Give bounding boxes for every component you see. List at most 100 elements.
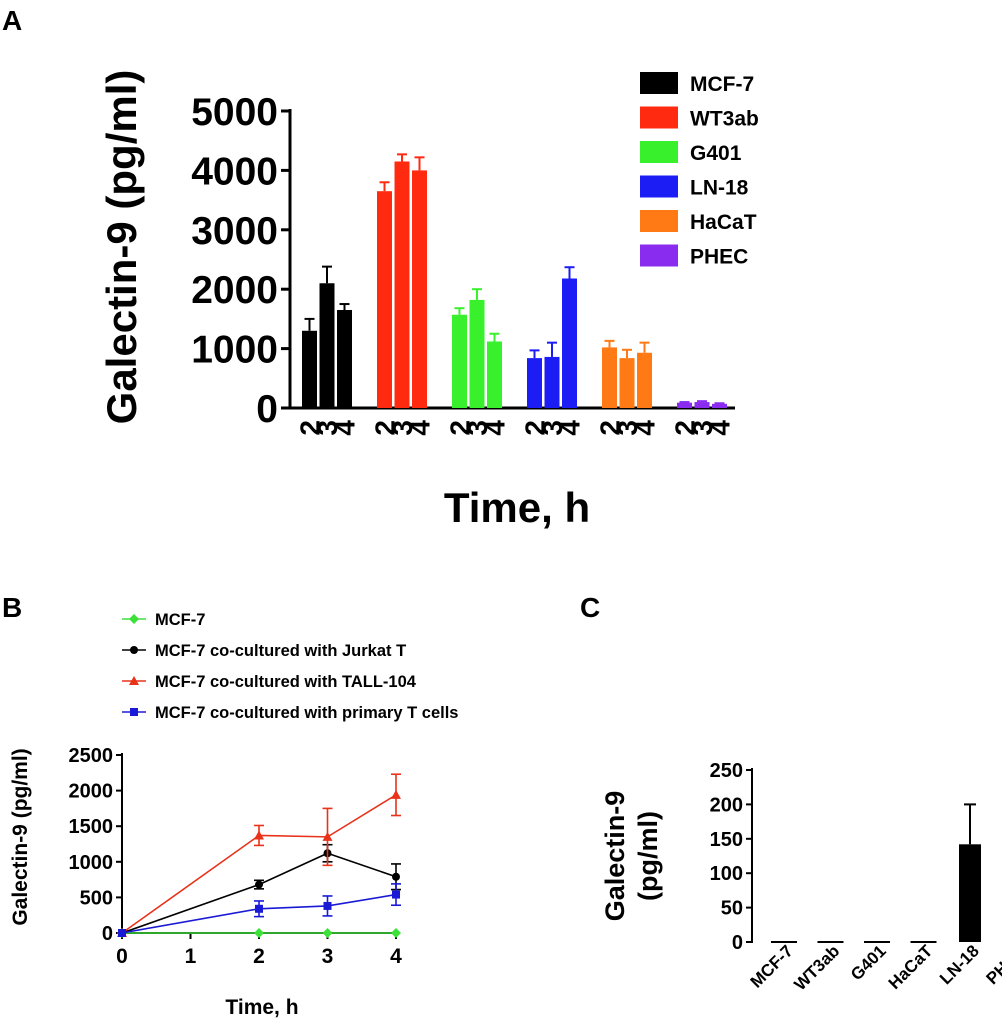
bar-mcf-7-2	[302, 330, 317, 408]
legend-swatch-phec	[640, 244, 678, 267]
y-tick-label-1000: 1000	[69, 852, 114, 874]
y-axis-title-line-2: (pg/ml)	[633, 811, 663, 901]
bar-ln-18-3	[544, 356, 560, 408]
bar-wt3ab-3	[394, 161, 410, 408]
point-mcf-7-4	[391, 928, 401, 938]
x-tick-label-phec-4: 4	[705, 420, 736, 436]
x-tick-label-ln-18-2: 2	[520, 420, 551, 436]
x-axis-title: Time, h	[225, 996, 298, 1019]
legend-label-mcf-7-co-cultured-with-primary-t-cells: MCF-7 co-cultured with primary T cells	[155, 704, 458, 722]
x-tick-label-hacat: HaCaT	[885, 941, 937, 993]
point-mcf-7-co-cultured-with-tall-104-3	[322, 831, 333, 841]
bar-phec-2	[677, 402, 692, 408]
x-tick-label-ln-18-3: 3	[537, 420, 568, 436]
bar-ln-18	[959, 844, 981, 942]
legend-label-wt3ab: WT3ab	[690, 108, 759, 131]
y-tick-label-2000: 2000	[69, 781, 114, 803]
panel-label-b: B	[2, 592, 22, 623]
legend-swatch-ln-18	[640, 175, 678, 198]
series-line-mcf-7-co-cultured-with-jurkat-t	[121, 852, 397, 934]
point-mcf-7-co-cultured-with-primary-t-cells-3	[323, 901, 332, 910]
y-tick-label-50: 50	[721, 898, 743, 920]
bar-ln-18-2	[527, 358, 542, 408]
legend-label-mcf-7-co-cultured-with-tall-104: MCF-7 co-cultured with TALL-104	[155, 673, 417, 691]
x-tick-label-phec-2: 2	[670, 420, 701, 436]
y-tick-label-3000: 3000	[191, 210, 278, 253]
y-tick-label-0: 0	[256, 388, 278, 431]
chart-a: 0 1000 2000 3000 4000 5000 Galectin-9 (pg/ml) T…	[98, 70, 759, 531]
bar-wt3ab-4	[412, 170, 427, 408]
bar-mcf-7-3	[319, 283, 335, 408]
point-mcf-7-co-cultured-with-primary-t-cells-2	[255, 904, 263, 913]
bar-hacat-4	[637, 352, 652, 408]
x-tick-label-4: 4	[390, 945, 402, 968]
legend-marker-mcf-7-co-cultured-with-jurkat-t	[130, 646, 138, 654]
y-tick-label-5000: 5000	[191, 91, 278, 134]
point-mcf-7-co-cultured-with-primary-t-cells-0	[118, 929, 126, 937]
x-axis-title: Time, h	[444, 484, 590, 531]
bar-g401-3	[469, 299, 485, 408]
bar-g401-2	[452, 314, 467, 408]
x-tick-label-g401: G401	[847, 941, 890, 984]
legend-marker-mcf-7-co-cultured-with-tall-104	[129, 676, 139, 685]
y-tick-label-1500: 1500	[69, 816, 114, 838]
y-tick-label-150: 150	[710, 829, 743, 851]
y-tick-label-1000: 1000	[191, 329, 278, 372]
x-tick-label-wt3ab: WT3ab	[790, 941, 843, 994]
legend-label-mcf-7: MCF-7	[690, 73, 754, 96]
x-tick-label-phec: PHEC	[982, 941, 1002, 988]
y-tick-label-0: 0	[102, 923, 113, 945]
legend-swatch-mcf-7	[640, 72, 678, 94]
x-tick-label-mcf-7-4: 4	[330, 420, 361, 436]
y-axis-title-line-1: Galectin-9	[600, 791, 630, 922]
point-mcf-7-2	[254, 928, 264, 938]
bar-hacat-3	[619, 358, 635, 408]
x-tick-label-3: 3	[322, 945, 334, 968]
bar-phec-3	[694, 402, 710, 408]
chart-b: 0 500 1000 1500 2000 2500 0 1 2 3 4 Galectin-9 (pg/…	[9, 611, 458, 1019]
y-axis-title: Galectin-9 (pg/ml)	[9, 748, 32, 925]
x-tick-label-g401-2: 2	[445, 420, 476, 436]
x-tick-label-mcf-7-3: 3	[312, 420, 343, 436]
legend-label-hacat: HaCaT	[690, 211, 757, 234]
y-tick-label-100: 100	[710, 863, 743, 885]
series-line-mcf-7-co-cultured-with-tall-104	[121, 794, 397, 934]
y-axis-title: Galectin-9 (pg/ml)	[98, 70, 145, 425]
y-tick-label-2000: 2000	[191, 269, 278, 312]
point-mcf-7-co-cultured-with-tall-104-4	[391, 789, 401, 799]
x-tick-label-wt3ab-4: 4	[405, 420, 436, 436]
legend-label-g401: G401	[690, 142, 742, 165]
bar-g401-4	[487, 341, 502, 408]
y-tick-label-2500: 2500	[69, 745, 114, 767]
y-tick-label-250: 250	[710, 760, 743, 782]
y-tick-label-0: 0	[732, 932, 743, 954]
bar-ln-18-4	[562, 278, 577, 408]
x-tick-label-mcf-7-2: 2	[295, 420, 326, 436]
legend-label-phec: PHEC	[690, 246, 748, 269]
legend-label-mcf-7: MCF-7	[155, 611, 205, 629]
legend-marker-mcf-7	[129, 614, 139, 624]
legend-marker-mcf-7-co-cultured-with-primary-t-cells	[130, 708, 138, 716]
panel-label-a: A	[2, 5, 22, 36]
x-tick-label-mcf-7: MCF-7	[747, 941, 797, 991]
x-tick-label-wt3ab-3: 3	[387, 420, 418, 436]
x-tick-label-2: 2	[253, 945, 265, 968]
y-tick-label-500: 500	[80, 887, 113, 909]
legend-swatch-hacat	[640, 210, 678, 232]
x-tick-label-g401-4: 4	[480, 420, 511, 436]
bar-phec-4	[712, 403, 727, 408]
point-mcf-7-co-cultured-with-jurkat-t-4	[392, 872, 400, 881]
panel-label-c: C	[580, 592, 600, 623]
x-tick-label-ln-18-4: 4	[555, 420, 586, 436]
point-mcf-7-co-cultured-with-jurkat-t-2	[255, 880, 263, 889]
point-mcf-7-co-cultured-with-tall-104-2	[254, 830, 264, 840]
chart-c: 0 50 100 150 200 250 Galectin-9 (pg/ml) MCF-7WT3…	[600, 760, 1002, 994]
x-tick-label-hacat-4: 4	[630, 420, 661, 436]
bar-mcf-7-4	[337, 309, 352, 408]
point-mcf-7-3	[322, 928, 333, 938]
x-tick-label-wt3ab-2: 2	[370, 420, 401, 436]
x-tick-label-1: 1	[185, 945, 197, 968]
legend-label-mcf-7-co-cultured-with-jurkat-t: MCF-7 co-cultured with Jurkat T	[155, 642, 406, 660]
x-tick-label-hacat-3: 3	[612, 420, 643, 436]
